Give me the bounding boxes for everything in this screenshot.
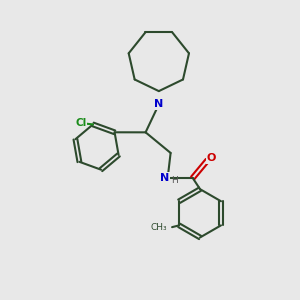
Text: H: H (171, 176, 178, 185)
Text: N: N (160, 173, 169, 183)
Text: O: O (206, 153, 216, 163)
Text: Cl: Cl (75, 118, 86, 128)
Text: CH₃: CH₃ (150, 223, 167, 232)
Text: N: N (154, 99, 164, 110)
